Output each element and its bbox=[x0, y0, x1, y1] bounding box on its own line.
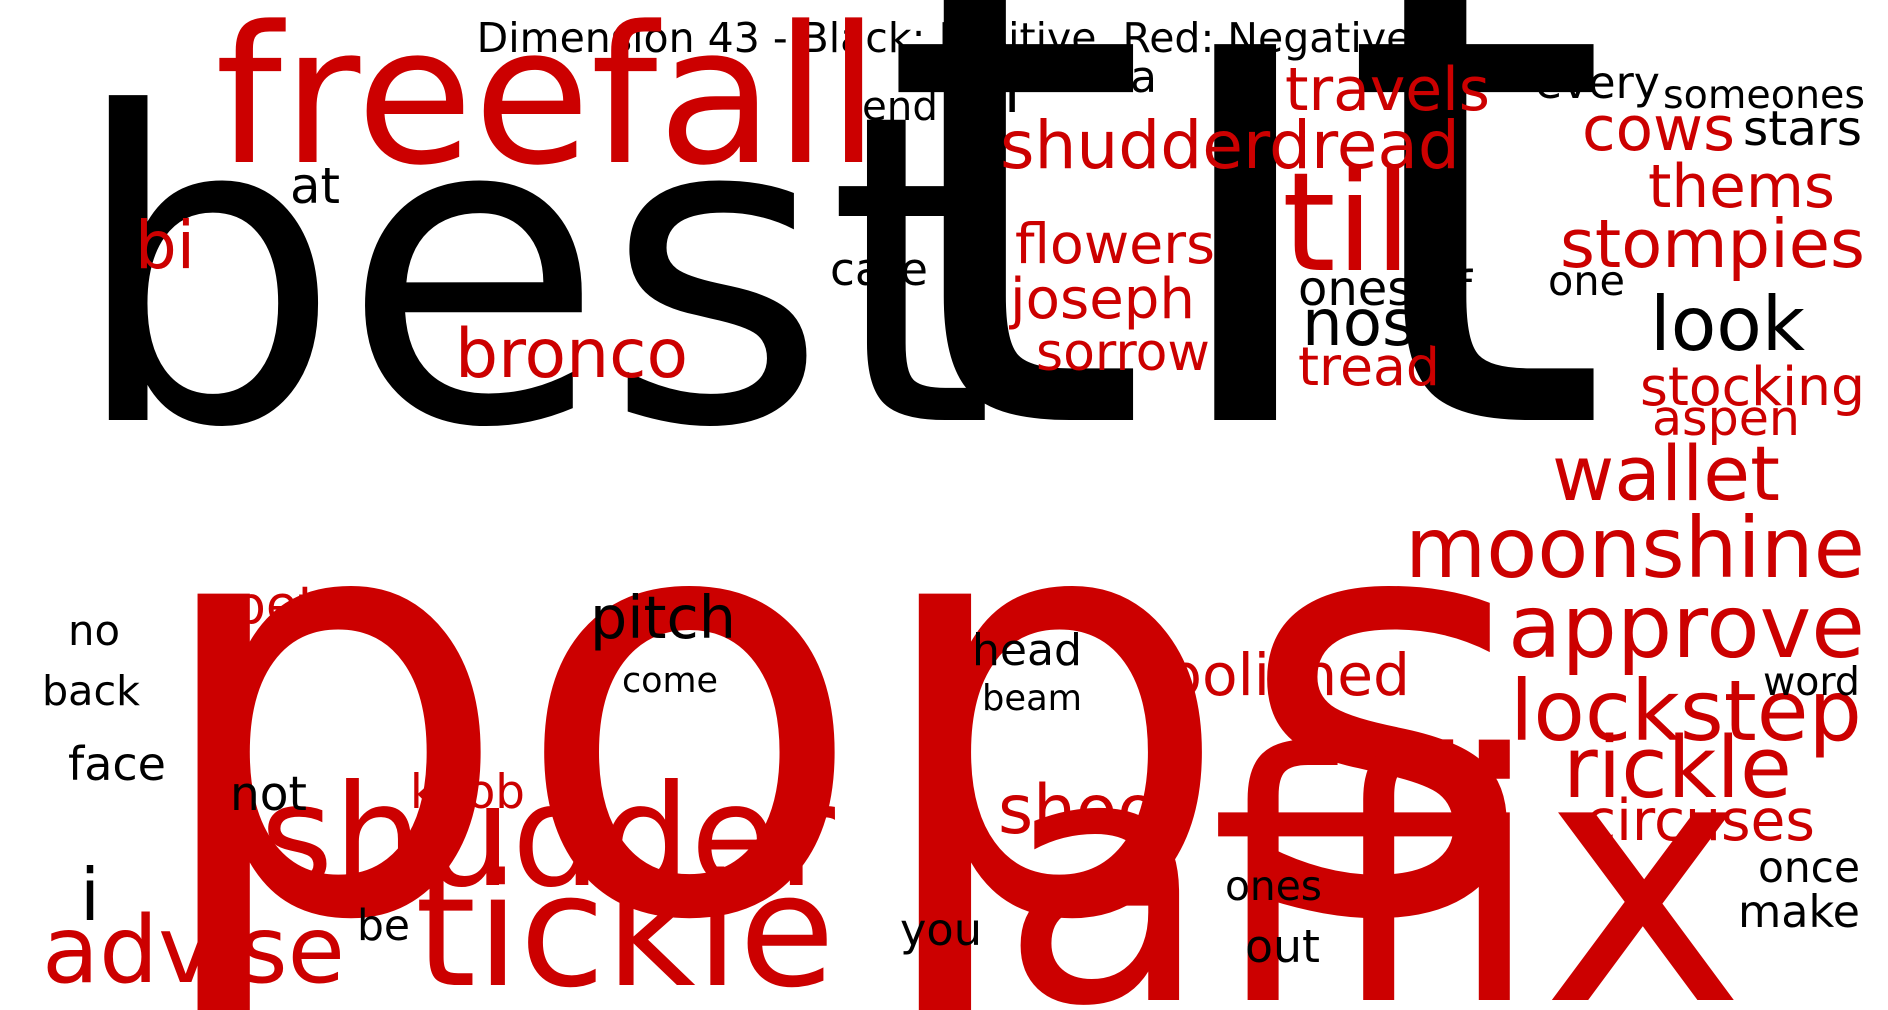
word-polished: polished bbox=[1165, 641, 1410, 709]
word-make: make bbox=[1738, 887, 1860, 938]
word-joseph: joseph bbox=[1008, 267, 1195, 332]
word-best: best bbox=[70, 23, 995, 521]
word-moonshine: moonshine bbox=[1405, 500, 1865, 597]
word-aspen: aspen bbox=[1652, 389, 1800, 447]
word-bi: bi bbox=[135, 207, 195, 284]
word-head: head bbox=[972, 625, 1082, 676]
word-i: i bbox=[80, 853, 100, 937]
word-in: in bbox=[965, 57, 1020, 127]
word-be: be bbox=[357, 901, 410, 950]
word-circuses: circuses bbox=[1585, 788, 1815, 854]
word-travels: travels bbox=[1285, 55, 1490, 125]
word-someones: someones bbox=[1663, 72, 1865, 118]
word-wallet: wallet bbox=[1552, 429, 1780, 518]
word-pops: pops bbox=[145, 374, 1535, 1010]
word-flowers: flowers bbox=[1015, 213, 1215, 277]
word-freefall: freefall bbox=[215, 0, 880, 207]
word-approve: approve bbox=[1508, 576, 1865, 678]
word-knob: knob bbox=[410, 766, 525, 820]
word-pet: pet bbox=[233, 576, 318, 636]
word-rickle: rickle bbox=[1563, 719, 1792, 817]
word-face: face bbox=[68, 737, 166, 791]
word-word: word bbox=[1763, 659, 1860, 705]
word-shoot: shoot bbox=[998, 770, 1185, 849]
word-you: you bbox=[900, 904, 982, 956]
word-thems: thems bbox=[1648, 153, 1835, 222]
word-til: til bbox=[1282, 144, 1412, 303]
word-no: no bbox=[68, 606, 120, 655]
word-affix: affix bbox=[1000, 682, 1745, 1010]
word-look: look bbox=[1650, 281, 1805, 368]
word-nose: nose bbox=[1302, 286, 1455, 361]
word-shudder: shudder bbox=[260, 755, 835, 919]
word-end: end bbox=[862, 83, 938, 130]
word-once: once bbox=[1758, 843, 1860, 892]
word-lockstep: lockstep bbox=[1510, 662, 1862, 760]
word-out: out bbox=[1245, 919, 1320, 973]
word-at: at bbox=[290, 157, 340, 215]
word-cows: cows bbox=[1582, 94, 1735, 165]
word-stocking: stocking bbox=[1640, 355, 1865, 418]
word-sorrow: sorrow bbox=[1036, 323, 1210, 383]
word-shudderdread: shudderdread bbox=[1000, 107, 1460, 184]
word-not: not bbox=[230, 767, 307, 822]
word-tickle: tickle bbox=[415, 840, 835, 1010]
word-stars: stars bbox=[1743, 101, 1862, 157]
word-every: every bbox=[1535, 58, 1660, 109]
word-beam: beam bbox=[982, 678, 1082, 719]
cloud-title: Dimension 43 - Black: Positive, Red: Neg… bbox=[476, 14, 1412, 62]
word-tread: tread bbox=[1298, 335, 1440, 398]
word-oneself: oneself bbox=[1298, 261, 1473, 317]
word-one: one bbox=[1548, 257, 1625, 305]
word-tit: tit bbox=[880, 0, 1610, 583]
word-advise: advise bbox=[42, 896, 345, 1004]
word-ones: ones bbox=[1225, 862, 1322, 910]
word-pitch: pitch bbox=[590, 584, 736, 652]
word-come: come bbox=[622, 661, 718, 701]
word-stompies: stompies bbox=[1560, 205, 1865, 283]
word-back: back bbox=[42, 667, 140, 715]
word-a: a bbox=[1130, 52, 1157, 103]
word-bronco: bronco bbox=[455, 315, 688, 394]
word-care: care bbox=[830, 243, 928, 296]
